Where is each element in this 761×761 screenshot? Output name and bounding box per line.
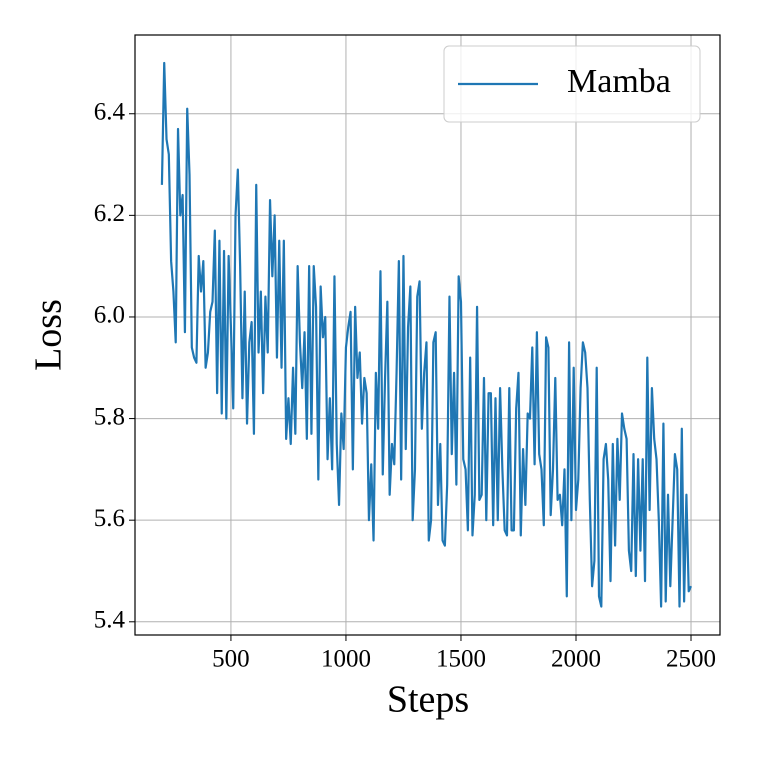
line-series — [160, 61, 693, 608]
x-tick-label: 2500 — [666, 646, 716, 673]
y-tick-label: 6.0 — [94, 302, 125, 329]
y-tick-label: 6.4 — [94, 98, 126, 125]
x-tick-label: 500 — [212, 646, 250, 673]
x-tick-label: 1500 — [436, 646, 486, 673]
legend-box — [443, 45, 701, 123]
y-tick-label: 5.4 — [94, 607, 126, 634]
x-tick-label: 1000 — [321, 646, 371, 673]
y-tick-label: 6.2 — [94, 200, 125, 227]
x-axis-label: Steps — [387, 679, 469, 721]
x-tick-label: 2000 — [551, 646, 601, 673]
plot-frame — [134, 34, 721, 636]
legend-label: Mamba — [567, 63, 671, 100]
y-tick-label: 5.6 — [94, 505, 125, 532]
y-axis-label: Loss — [28, 299, 70, 371]
y-tick-label: 5.8 — [94, 403, 125, 430]
